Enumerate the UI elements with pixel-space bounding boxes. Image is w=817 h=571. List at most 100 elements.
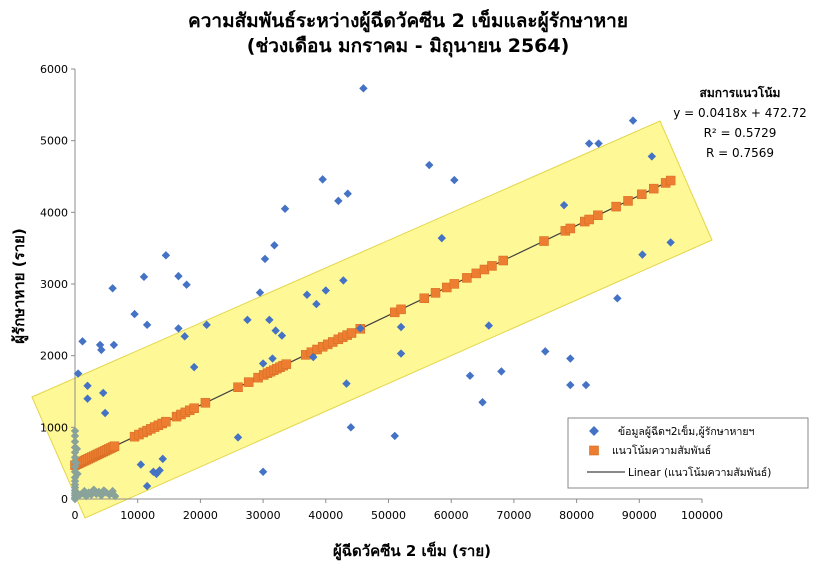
trend-marker <box>109 441 120 451</box>
trend-marker <box>623 196 633 206</box>
data-point <box>72 458 81 468</box>
data-point <box>342 379 351 388</box>
data-point <box>149 467 158 476</box>
data-point <box>182 280 191 289</box>
data-point <box>390 431 399 441</box>
data-point <box>255 288 265 297</box>
y-tick-label: 2000 <box>40 350 68 363</box>
data-point <box>280 204 290 213</box>
data-point <box>72 444 82 454</box>
data-point <box>158 454 167 464</box>
trend-marker <box>419 293 429 304</box>
data-point <box>312 299 321 309</box>
equation-box: สมการแนวโน้ม y = 0.0418x + 472.72 R² = 0… <box>673 85 807 160</box>
data-point <box>83 394 92 403</box>
y-tick-label: 6000 <box>40 63 68 76</box>
x-tick-label: 90000 <box>622 509 657 522</box>
data-point <box>70 437 80 446</box>
data-point <box>70 426 80 436</box>
trend-marker <box>498 255 508 266</box>
data-point <box>309 352 318 362</box>
y-tick-label: 4000 <box>40 206 68 219</box>
trend-marker <box>584 214 594 225</box>
data-point <box>396 349 406 358</box>
data-point <box>136 460 146 469</box>
legend-marker-diamond <box>589 426 599 436</box>
data-point <box>73 469 82 479</box>
data-point <box>155 466 164 475</box>
data-point <box>318 175 327 184</box>
legend-label-data: ข้อมูลผู้ฉีดฯ2เข็ม,ผู้รักษาหายฯ <box>618 424 755 438</box>
trend-marker <box>471 268 482 279</box>
data-point <box>97 345 106 355</box>
data-point <box>343 189 352 198</box>
data-point <box>260 254 270 264</box>
x-tick-label: 70000 <box>496 509 531 522</box>
data-point <box>268 354 277 363</box>
data-point <box>142 320 152 330</box>
data-point <box>270 241 279 250</box>
data-point <box>356 324 365 333</box>
data-point <box>258 359 268 368</box>
trend-marker <box>346 328 357 338</box>
x-tick-label: 40000 <box>308 509 343 522</box>
data-point <box>541 347 550 356</box>
data-point <box>130 309 139 319</box>
data-point <box>559 200 569 210</box>
trend-marker <box>487 261 497 271</box>
x-tick-label: 20000 <box>183 509 218 522</box>
data-point <box>70 453 80 462</box>
legend-label-linear: Linear (แนวโน้มความสัมพันธ์) <box>628 466 771 479</box>
data-point <box>321 286 330 295</box>
data-point <box>139 272 149 282</box>
data-point <box>584 139 594 148</box>
x-axis-title: ผู้ฉีดวัคซีน 2 เข็ม (ราย) <box>333 541 491 561</box>
trend-marker <box>281 359 292 369</box>
data-point <box>161 251 171 260</box>
data-point <box>70 431 80 441</box>
axes: 0 10000 20000 30000 40000 50000 60000 70000 8000… <box>40 63 723 522</box>
data-point <box>99 388 108 398</box>
data-point <box>73 369 83 378</box>
x-tick-label: 30000 <box>246 509 281 522</box>
data-point <box>359 84 368 93</box>
trend-marker <box>189 403 199 413</box>
highlight-band <box>31 120 713 519</box>
data-point <box>465 371 475 380</box>
data-point <box>243 315 252 325</box>
data-point <box>109 340 119 350</box>
data-point <box>339 276 348 285</box>
data-point <box>346 423 356 432</box>
trend-marker <box>611 201 621 212</box>
x-tick-label: 0 <box>72 509 79 522</box>
data-point <box>174 271 183 281</box>
trend-marker <box>593 210 603 221</box>
data-point <box>484 321 494 330</box>
r-value-text: R = 0.7569 <box>706 146 774 160</box>
y-axis-title: ผู้รักษาหาย (ราย) <box>10 228 29 344</box>
data-point <box>189 362 199 372</box>
data-point <box>83 381 92 390</box>
x-tick-label: 10000 <box>120 509 155 522</box>
data-point <box>497 367 506 376</box>
trend-marker <box>665 175 676 186</box>
data-point <box>142 481 152 491</box>
legend-label-trend: แนวโน้มความสัมพันธ์ <box>612 444 711 457</box>
data-point <box>202 320 211 330</box>
data-point <box>271 326 280 335</box>
data-point <box>233 433 243 442</box>
x-tick-label: 60000 <box>434 509 469 522</box>
trend-marker <box>637 189 647 200</box>
data-point <box>450 175 459 185</box>
y-tick-label: 1000 <box>40 421 68 434</box>
trend-marker <box>539 236 549 246</box>
x-tick-label: 100000 <box>681 509 723 522</box>
data-point <box>108 284 117 293</box>
data-point <box>478 398 487 407</box>
data-point <box>666 238 675 247</box>
legend-box <box>567 417 809 489</box>
point-layer <box>70 84 675 504</box>
data-point <box>566 354 575 363</box>
data-point <box>302 290 312 299</box>
data-point <box>78 337 87 346</box>
